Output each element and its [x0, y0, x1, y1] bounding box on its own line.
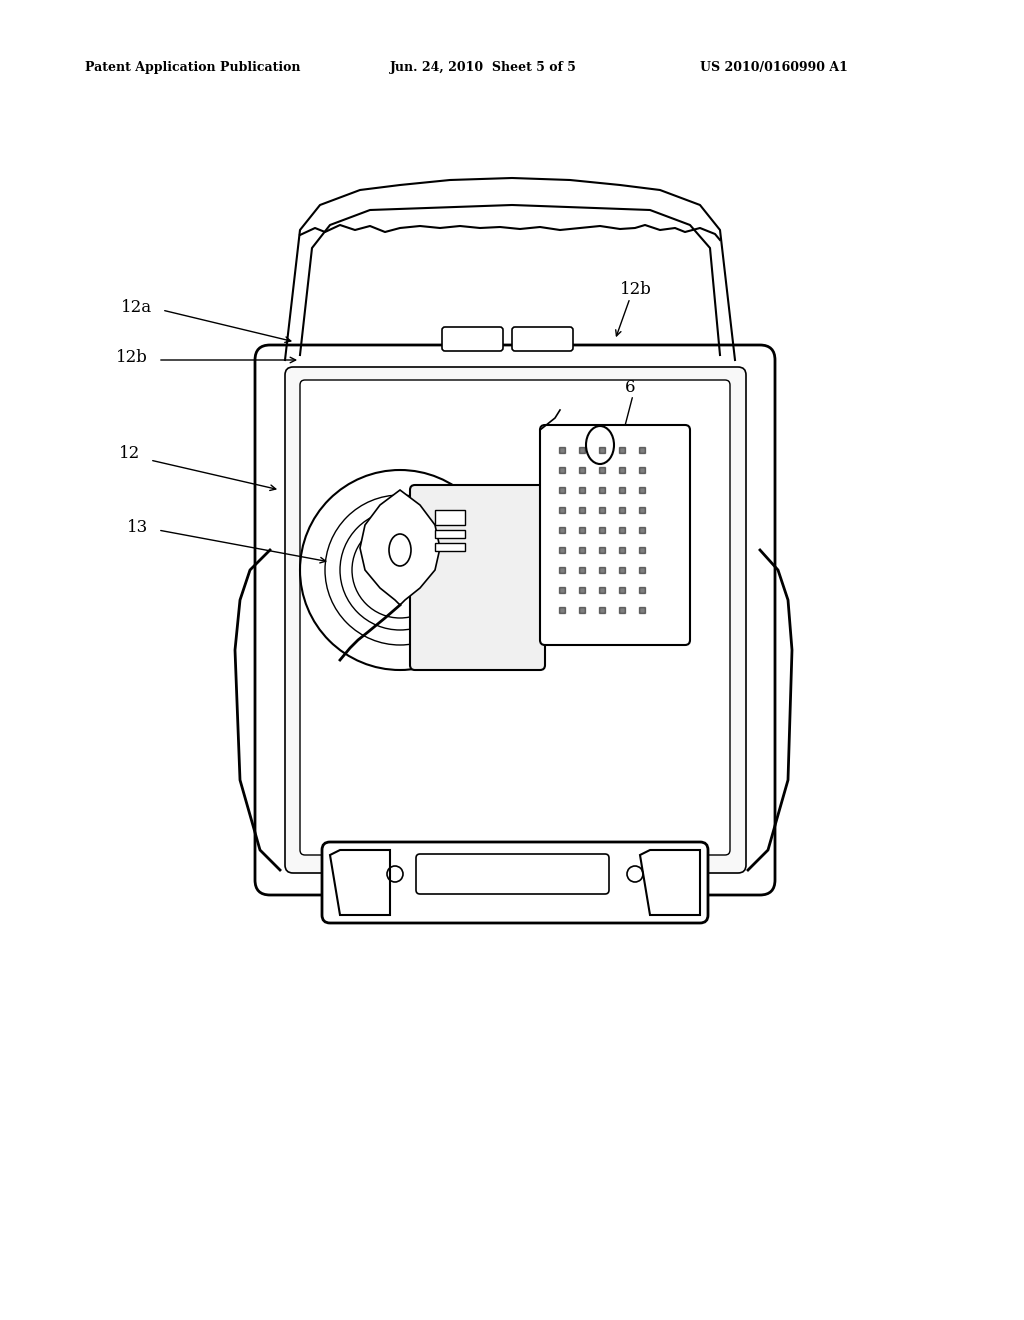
FancyBboxPatch shape [285, 367, 746, 873]
Text: Patent Application Publication: Patent Application Publication [85, 62, 300, 74]
Text: 6: 6 [625, 380, 636, 396]
FancyBboxPatch shape [442, 327, 503, 351]
Polygon shape [360, 490, 440, 605]
Text: 13: 13 [127, 520, 148, 536]
Text: US 2010/0160990 A1: US 2010/0160990 A1 [700, 62, 848, 74]
Polygon shape [330, 850, 390, 915]
FancyBboxPatch shape [410, 484, 545, 671]
Text: Jun. 24, 2010  Sheet 5 of 5: Jun. 24, 2010 Sheet 5 of 5 [390, 62, 577, 74]
FancyBboxPatch shape [255, 345, 775, 895]
Text: 12a: 12a [121, 300, 152, 317]
Bar [435, 510, 465, 525]
FancyBboxPatch shape [416, 854, 609, 894]
FancyBboxPatch shape [300, 380, 730, 855]
FancyBboxPatch shape [540, 425, 690, 645]
Text: 12b: 12b [620, 281, 652, 298]
Bar [435, 531, 465, 539]
FancyBboxPatch shape [322, 842, 708, 923]
Polygon shape [640, 850, 700, 915]
Bar [435, 543, 465, 550]
Text: 7: 7 [618, 459, 629, 477]
Text: 12: 12 [119, 445, 140, 462]
Text: Fig. 5: Fig. 5 [483, 880, 541, 899]
FancyBboxPatch shape [512, 327, 573, 351]
Text: 12b: 12b [116, 350, 148, 367]
